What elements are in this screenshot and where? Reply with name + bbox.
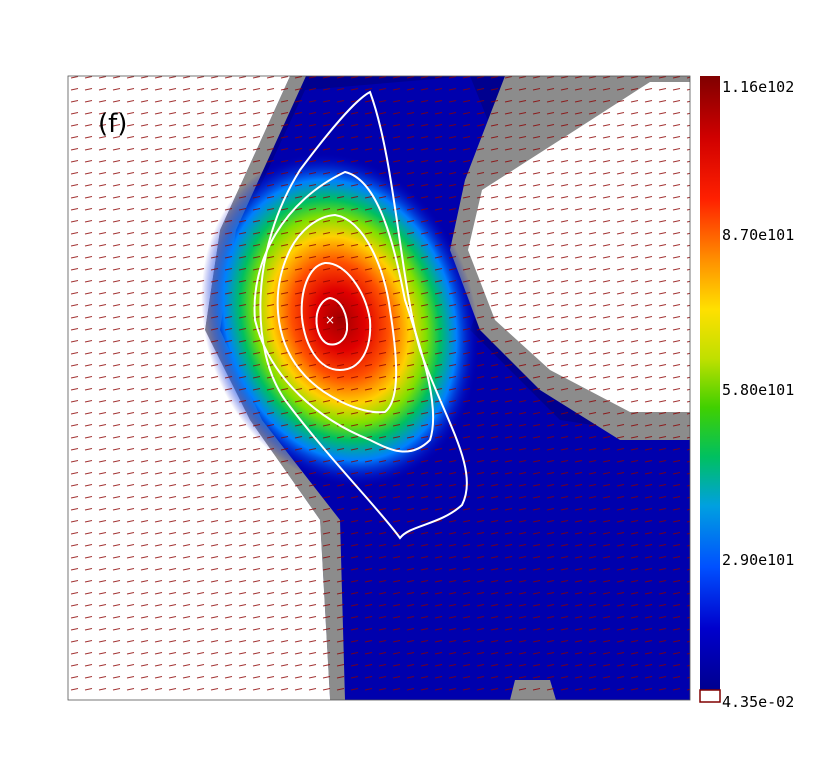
colorbar-gradient <box>700 76 720 690</box>
contour-level-2 <box>253 170 435 453</box>
colorbar-tick-2: 8.70e101 <box>722 226 794 244</box>
colorbar-tick-3: 5.80e101 <box>722 381 794 399</box>
peak-marker: × <box>325 313 335 327</box>
colorbar-min-swatch <box>699 689 721 703</box>
colorbar: 1.16e102 8.70e101 5.80e101 2.90e101 4.35… <box>699 76 794 711</box>
plot-frame <box>67 75 691 701</box>
colorbar-tick-4: 2.90e101 <box>722 551 794 569</box>
contours <box>253 90 468 540</box>
plot-area: × <box>68 76 690 700</box>
colorbar-tick-1: 1.16e102 <box>722 78 794 96</box>
contour-level-5 <box>315 296 349 346</box>
colorbar-tick-5: 4.35e-02 <box>722 693 794 711</box>
panel-label: (f) <box>98 109 127 139</box>
vector-field <box>68 76 690 700</box>
contour-level-1 <box>259 90 468 540</box>
contour-level-3 <box>276 213 398 414</box>
contour-level-4 <box>300 261 372 372</box>
